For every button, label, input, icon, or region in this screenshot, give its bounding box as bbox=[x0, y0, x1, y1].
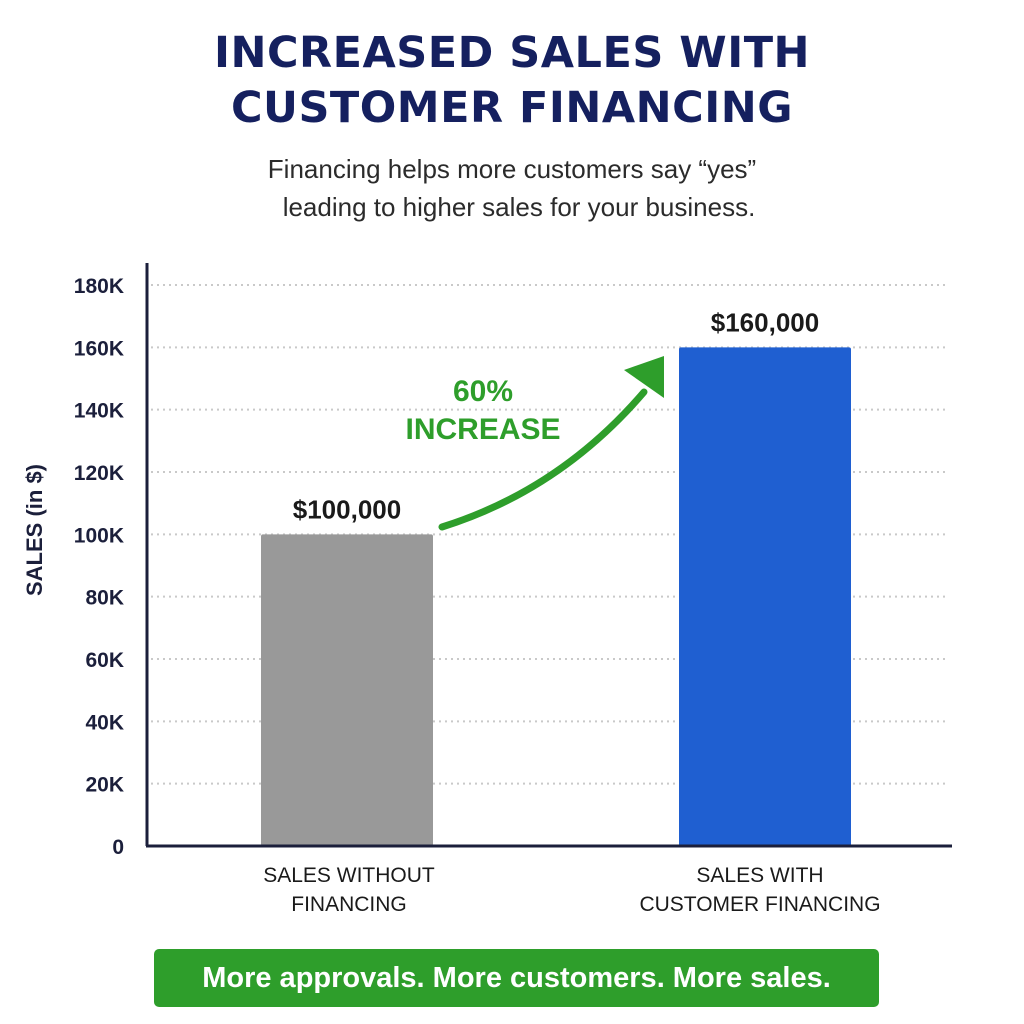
bar-chart: 0 20K 40K 60K 80K 100K 120K 140K 160K 180K SALES … bbox=[22, 263, 952, 916]
x-category-label: FINANCING bbox=[291, 893, 407, 916]
subtitle-line-2: leading to higher sales for your busines… bbox=[282, 192, 756, 222]
increase-label: INCREASE bbox=[405, 413, 560, 446]
y-tick-label: 40K bbox=[85, 711, 124, 734]
increase-percent: 60% bbox=[453, 375, 513, 408]
value-labels: $100,000 $160,000 bbox=[293, 307, 819, 524]
increase-arrow bbox=[438, 388, 648, 531]
tagline-banner: More approvals. More customers. More sal… bbox=[154, 949, 879, 1007]
increase-arrowhead bbox=[624, 356, 664, 398]
y-tick-label: 100K bbox=[74, 524, 124, 547]
x-category-labels: SALES WITHOUT FINANCING SALES WITH CUSTOMER… bbox=[263, 864, 880, 916]
y-tick-label: 0 bbox=[112, 836, 124, 859]
x-category-label: SALES WITH bbox=[696, 864, 823, 887]
y-tick-label: 180K bbox=[74, 275, 124, 298]
bar-without-financing bbox=[261, 534, 433, 846]
y-tick-label: 160K bbox=[74, 337, 124, 360]
y-tick-label: 20K bbox=[85, 774, 124, 797]
subtitle-line-1: Financing helps more customers say “yes” bbox=[267, 154, 757, 184]
bar-value-label: $100,000 bbox=[293, 494, 401, 524]
y-axis-title: SALES (in $) bbox=[22, 464, 47, 596]
chart-subtitle: Financing helps more customers say “yes”… bbox=[0, 150, 1024, 226]
x-category-label: SALES WITHOUT bbox=[263, 864, 435, 887]
y-tick-label: 120K bbox=[74, 462, 124, 485]
y-tick-labels: 0 20K 40K 60K 80K 100K 120K 140K 160K 180K bbox=[74, 275, 124, 859]
y-tick-label: 140K bbox=[74, 400, 124, 423]
bar-value-label: $160,000 bbox=[711, 307, 819, 337]
bar-with-financing bbox=[679, 347, 851, 846]
y-tick-label: 60K bbox=[85, 649, 124, 672]
x-category-label: CUSTOMER FINANCING bbox=[639, 893, 880, 916]
title-line-2: CUSTOMER FINANCING bbox=[230, 83, 794, 133]
chart-title: INCREASED SALES WITH CUSTOMER FINANCING bbox=[0, 26, 1024, 136]
bars bbox=[261, 347, 851, 846]
title-line-1: INCREASED SALES WITH bbox=[213, 28, 811, 78]
y-tick-label: 80K bbox=[85, 587, 124, 610]
increase-annotation: 60% INCREASE bbox=[405, 356, 664, 531]
axes bbox=[145, 263, 952, 848]
